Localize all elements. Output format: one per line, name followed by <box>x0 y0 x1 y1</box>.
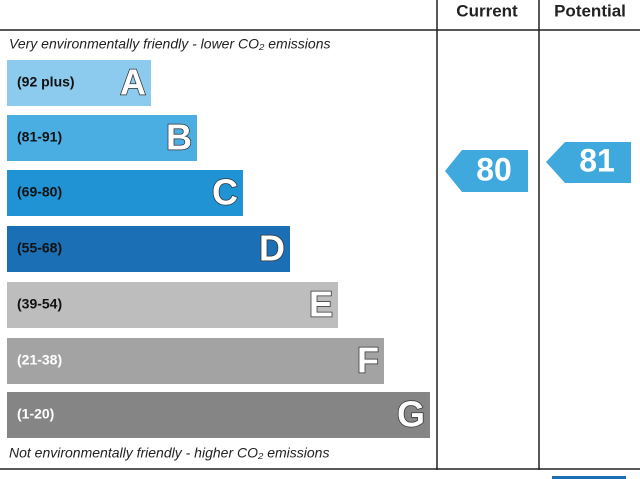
band-range: (81-91) <box>17 129 62 145</box>
band-range: (69-80) <box>17 184 62 200</box>
band-bar <box>7 60 151 106</box>
potential-arrow <box>546 142 631 183</box>
band-bar <box>7 392 430 438</box>
band-bar <box>7 115 197 161</box>
band-range: (55-68) <box>17 240 62 256</box>
band-range: (1-20) <box>17 406 54 422</box>
top-note: Very environmentally friendly - lower CO… <box>9 36 330 52</box>
band-letter: D <box>259 228 285 269</box>
band-bar <box>7 170 243 216</box>
band-bar <box>7 338 384 384</box>
current-rating: 80 <box>476 151 512 187</box>
band-letter: A <box>120 62 146 103</box>
band-letter: G <box>397 394 425 435</box>
current-header: Current <box>456 1 518 20</box>
potential-rating: 81 <box>579 142 615 178</box>
bottom-note: Not environmentally friendly - higher CO… <box>9 445 329 461</box>
band-letter: B <box>166 117 192 158</box>
decor <box>552 476 626 479</box>
band-range: (39-54) <box>17 296 62 312</box>
band-bar <box>7 226 290 272</box>
potential-header: Potential <box>554 1 626 20</box>
current-arrow <box>445 150 528 192</box>
band-letter: F <box>357 340 379 381</box>
band-letter: E <box>309 284 333 325</box>
band-letter: C <box>212 172 238 213</box>
band-range: (21-38) <box>17 352 62 368</box>
band-range: (92 plus) <box>17 74 75 90</box>
band-bar <box>7 282 338 328</box>
